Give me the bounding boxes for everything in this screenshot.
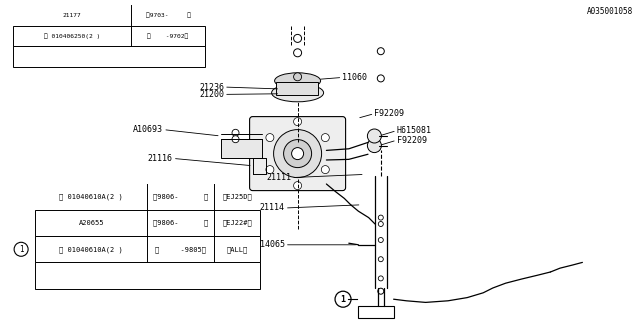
Text: 21114: 21114: [260, 204, 285, 212]
Circle shape: [378, 221, 383, 227]
FancyBboxPatch shape: [250, 116, 346, 191]
Text: 〈    -9702〉: 〈 -9702〉: [147, 33, 189, 39]
Text: 21236: 21236: [199, 83, 224, 92]
Bar: [35, 210, 260, 236]
Text: 21116: 21116: [148, 154, 173, 163]
Text: H615081: H615081: [397, 126, 432, 135]
Text: 〈9806-      〉: 〈9806- 〉: [153, 194, 209, 200]
Text: A10693: A10693: [133, 125, 163, 134]
Text: 〈     -9805〉: 〈 -9805〉: [156, 246, 206, 252]
Text: F92209: F92209: [397, 136, 427, 145]
Circle shape: [378, 75, 384, 82]
Text: 〈9806-      〉: 〈9806- 〉: [153, 220, 209, 226]
Text: Ⓑ 01040610A(2 ): Ⓑ 01040610A(2 ): [60, 194, 123, 200]
Text: 11060: 11060: [342, 73, 367, 82]
Text: F92209: F92209: [374, 109, 404, 118]
Ellipse shape: [275, 73, 321, 89]
Circle shape: [292, 148, 303, 160]
Circle shape: [367, 129, 381, 143]
Circle shape: [367, 139, 381, 153]
Circle shape: [266, 166, 274, 173]
Circle shape: [274, 130, 322, 178]
Circle shape: [321, 134, 330, 141]
Circle shape: [14, 242, 28, 256]
Text: A20655: A20655: [79, 220, 104, 226]
Circle shape: [294, 73, 301, 81]
Circle shape: [294, 118, 301, 126]
Text: 1: 1: [340, 295, 346, 304]
Circle shape: [294, 182, 301, 189]
Bar: [276, 82, 318, 95]
Bar: [358, 306, 394, 318]
Circle shape: [321, 166, 330, 174]
Circle shape: [284, 140, 312, 168]
Circle shape: [378, 257, 383, 262]
Bar: [13, 26, 205, 46]
Circle shape: [378, 48, 384, 55]
Text: A035001058: A035001058: [588, 7, 634, 16]
Text: Ⓑ 01040610A(2 ): Ⓑ 01040610A(2 ): [60, 246, 123, 252]
Text: 〈9703-     〉: 〈9703- 〉: [145, 12, 191, 18]
Circle shape: [294, 49, 301, 57]
Circle shape: [378, 237, 383, 243]
Circle shape: [378, 288, 384, 294]
Text: 21177: 21177: [63, 13, 81, 18]
Text: 14065: 14065: [260, 240, 285, 249]
Bar: [13, 46, 205, 67]
Circle shape: [378, 276, 383, 281]
Circle shape: [294, 35, 301, 43]
Ellipse shape: [271, 84, 324, 102]
Bar: [221, 139, 262, 158]
Circle shape: [335, 291, 351, 307]
Bar: [35, 262, 260, 289]
Text: 〈EJ25D〉: 〈EJ25D〉: [223, 194, 252, 200]
Circle shape: [232, 136, 239, 143]
Text: Ⓑ 010406250(2 ): Ⓑ 010406250(2 ): [44, 33, 100, 39]
Text: 21200: 21200: [199, 90, 224, 99]
Text: 1: 1: [19, 245, 24, 254]
Text: 21111: 21111: [266, 173, 291, 182]
Bar: [35, 236, 260, 262]
Circle shape: [266, 134, 274, 141]
Circle shape: [378, 215, 383, 220]
Text: 〈ALL〉: 〈ALL〉: [227, 246, 248, 252]
Text: 〈EJ22#〉: 〈EJ22#〉: [223, 220, 252, 226]
Circle shape: [232, 129, 239, 136]
